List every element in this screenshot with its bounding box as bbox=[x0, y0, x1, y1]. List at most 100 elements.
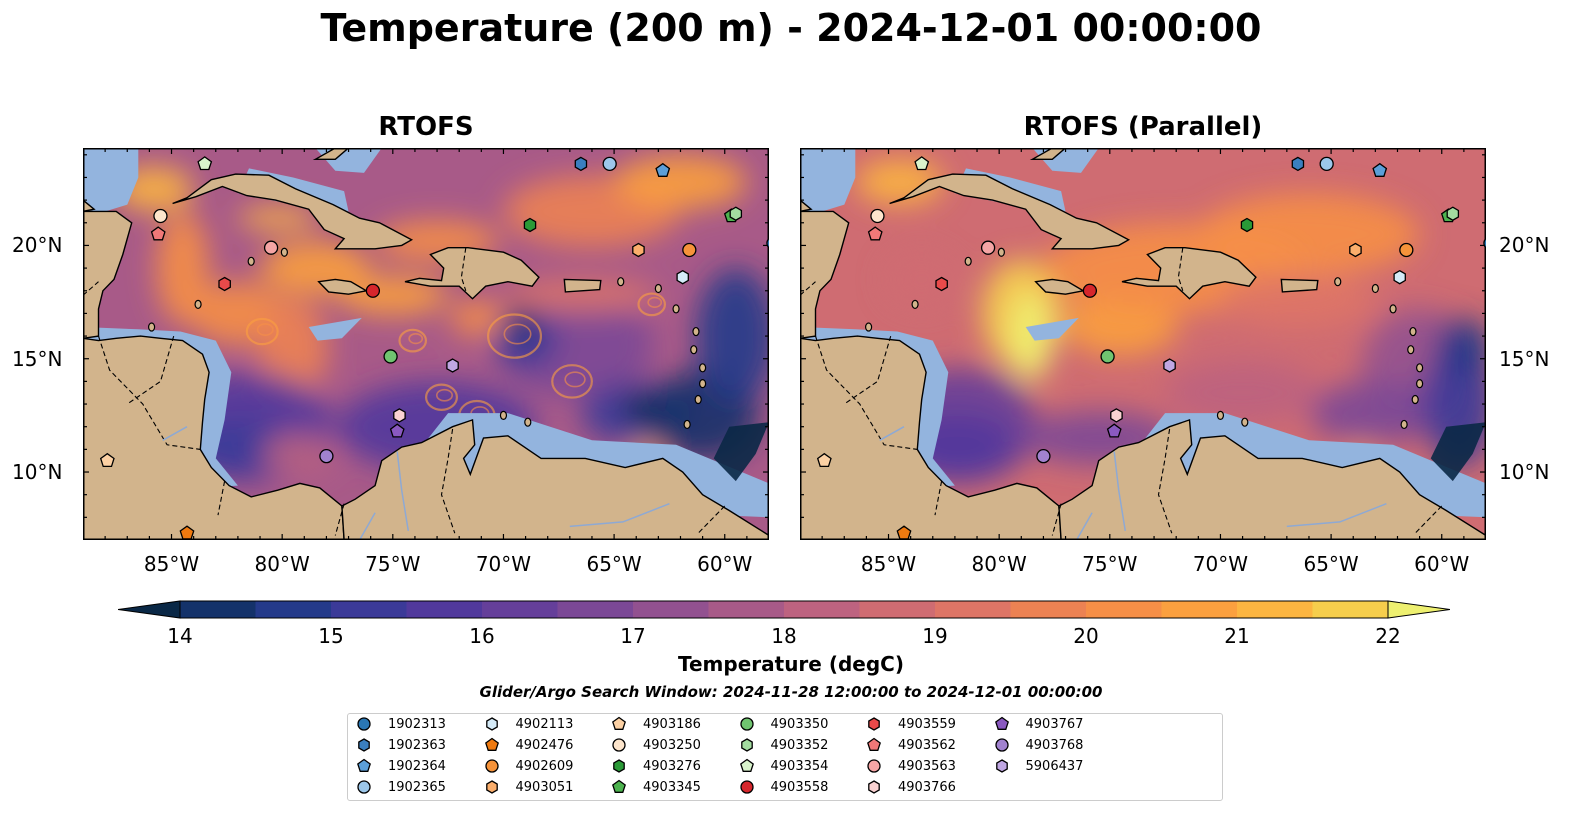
map-frame bbox=[83, 148, 769, 540]
small-island bbox=[672, 304, 680, 314]
land-southAmerica bbox=[1058, 418, 1486, 540]
legend-label: 4903559 bbox=[898, 716, 956, 732]
small-island bbox=[280, 247, 288, 257]
lon-tick-label: 60°W bbox=[697, 552, 753, 576]
figure-title: Temperature (200 m) - 2024-12-01 00:00:0… bbox=[320, 6, 1262, 50]
small-island bbox=[692, 326, 700, 337]
small-island bbox=[699, 363, 707, 373]
hexagon-marker-icon bbox=[358, 738, 370, 752]
float-marker-4903558 bbox=[365, 283, 381, 298]
pentagon-marker-icon bbox=[484, 737, 499, 751]
small-island bbox=[617, 277, 625, 287]
float-marker-4903559 bbox=[218, 276, 231, 292]
lon-tick-label: 60°W bbox=[1414, 552, 1470, 576]
small-island bbox=[1216, 410, 1225, 420]
colorbar-label: Temperature (degC) bbox=[678, 652, 904, 676]
legend-label: 4903563 bbox=[898, 758, 956, 774]
rivers bbox=[879, 426, 1387, 540]
float-marker-4903051 bbox=[1349, 242, 1362, 258]
legend-item: 4903768 bbox=[994, 737, 1083, 753]
lon-tick-label: 70°W bbox=[1192, 552, 1249, 576]
colorbar-tick-label: 17 bbox=[620, 624, 646, 648]
float-marker-4903768 bbox=[319, 449, 334, 464]
float-marker-4902476 bbox=[179, 525, 195, 540]
lon-tick-label: 75°W bbox=[1082, 552, 1138, 576]
lat-tick-label-left: 10°N bbox=[12, 460, 63, 485]
legend-item: 4903250 bbox=[611, 737, 701, 753]
colorbar-segment bbox=[1312, 601, 1389, 618]
hexagon-marker-icon bbox=[868, 717, 880, 731]
float-marker-4902113 bbox=[1393, 269, 1406, 285]
colorbar-tick-label: 19 bbox=[922, 624, 948, 648]
legend-item: 4903354 bbox=[739, 758, 829, 774]
colorbar-segment bbox=[406, 601, 483, 618]
legend-item: 4903345 bbox=[611, 779, 701, 795]
colorbar-segment bbox=[180, 601, 257, 618]
legend-marker bbox=[868, 780, 880, 794]
float-marker-4903276 bbox=[523, 217, 537, 233]
legend-marker bbox=[995, 759, 1008, 773]
legend-label: 4903352 bbox=[770, 737, 829, 753]
float-marker-4902609 bbox=[1399, 242, 1414, 258]
legend-item: 4903559 bbox=[866, 716, 956, 732]
colorbar-tick-label: 22 bbox=[1375, 624, 1401, 648]
small-island bbox=[147, 322, 156, 332]
land-puertoRico bbox=[1280, 278, 1319, 293]
land-yucatan bbox=[800, 210, 850, 340]
panel-title-rtofs: RTOFS bbox=[378, 112, 474, 142]
float-marker-4903768 bbox=[1036, 449, 1051, 464]
hexagon-marker-icon bbox=[485, 717, 498, 731]
small-island bbox=[1416, 379, 1424, 389]
legend-item: 1902365 bbox=[356, 779, 446, 795]
lat-tick-label-left: 15°N bbox=[12, 346, 63, 371]
legend-label: 4903345 bbox=[643, 779, 701, 795]
panel-title-rtofs-parallel: RTOFS (Parallel) bbox=[1023, 112, 1263, 142]
float-marker-1902313 bbox=[766, 237, 769, 249]
legend-label: 4902609 bbox=[515, 758, 574, 774]
colorbar-segment bbox=[1237, 601, 1314, 618]
float-marker-1902363 bbox=[574, 156, 588, 172]
circle-marker-icon bbox=[739, 780, 754, 794]
small-island bbox=[499, 410, 508, 420]
frame-ticks bbox=[83, 148, 769, 540]
legend-item: 4903767 bbox=[994, 716, 1083, 732]
colorbar-segment bbox=[708, 601, 785, 618]
colorbar-tick-label: 16 bbox=[469, 624, 495, 648]
small-island bbox=[699, 379, 707, 389]
legend-item: 4903051 bbox=[484, 779, 573, 795]
lat-tick-label-right: 10°N bbox=[1499, 460, 1550, 485]
float-marker-1902365 bbox=[1319, 156, 1334, 172]
legend-item: 4902476 bbox=[484, 737, 573, 753]
circle-marker-icon bbox=[357, 717, 371, 731]
legend-marker bbox=[357, 717, 371, 731]
legend-label: 4903250 bbox=[643, 737, 701, 753]
colorbar-segment bbox=[482, 601, 559, 618]
land-bahamas bbox=[1029, 148, 1067, 161]
pentagon-marker-icon bbox=[867, 737, 881, 751]
lon-tick-label: 65°W bbox=[586, 552, 642, 576]
small-island bbox=[1241, 417, 1249, 427]
legend-marker bbox=[868, 717, 880, 731]
pentagon-marker-icon bbox=[739, 758, 754, 772]
legend-item: 5906437 bbox=[994, 758, 1083, 774]
colorbar bbox=[117, 600, 1451, 623]
legend-item: 1902363 bbox=[356, 737, 446, 753]
legend-marker bbox=[357, 780, 371, 794]
legend-label: 4903562 bbox=[898, 737, 956, 753]
pentagon-marker-icon bbox=[612, 716, 626, 730]
legend-marker bbox=[357, 758, 371, 772]
eddy-swirls bbox=[245, 292, 667, 431]
frame-ticks bbox=[800, 148, 1486, 540]
lon-tick-label: 85°W bbox=[143, 552, 200, 576]
float-marker-4903563 bbox=[263, 240, 279, 255]
small-island bbox=[1416, 363, 1424, 373]
legend-label: 4903354 bbox=[770, 758, 829, 774]
lon-tick-label: 75°W bbox=[365, 552, 421, 576]
float-marker-4903276 bbox=[1240, 217, 1254, 233]
hexagon-marker-icon bbox=[995, 759, 1008, 773]
map-panel-rtofs-parallel bbox=[800, 148, 1486, 540]
legend-marker bbox=[612, 738, 626, 752]
lat-tick-label-left: 20°N bbox=[12, 233, 63, 258]
float-marker-4903350 bbox=[383, 349, 398, 364]
hexagon-marker-icon bbox=[868, 780, 880, 794]
